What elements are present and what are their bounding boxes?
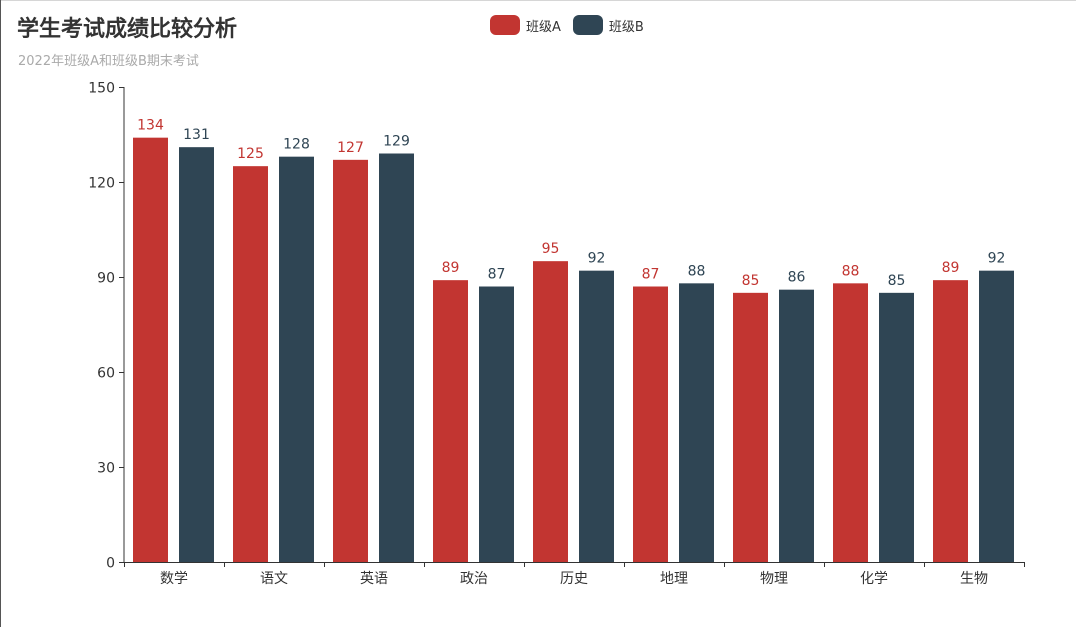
frame-left-border	[0, 0, 1, 627]
bar-class-b	[479, 286, 514, 562]
x-tick-label: 数学	[160, 571, 188, 587]
data-label: 127	[337, 140, 364, 156]
bar-class-b	[879, 292, 914, 562]
bar-class-a	[833, 283, 868, 562]
legend-item-class-b[interactable]: 班级B	[572, 15, 644, 35]
x-tick-label: 生物	[960, 571, 988, 587]
data-label: 134	[137, 118, 164, 134]
data-label: 86	[788, 270, 806, 286]
data-label: 87	[488, 267, 506, 283]
bar-class-a	[233, 166, 268, 562]
bar-class-b	[379, 153, 414, 562]
y-tick-label: 60	[97, 366, 115, 382]
y-tick-label: 150	[88, 81, 115, 97]
frame-top-border	[0, 0, 1076, 1]
data-label: 87	[642, 267, 660, 283]
chart-subtitle: 2022年班级A和班级B期末考试	[18, 54, 199, 69]
y-tick-label: 120	[88, 176, 115, 192]
bar-class-a	[633, 286, 668, 562]
legend-swatch-class-a	[490, 15, 520, 35]
data-label: 88	[842, 263, 860, 279]
legend-label-class-a: 班级A	[526, 19, 561, 35]
data-label: 85	[888, 273, 906, 289]
chart-title: 学生考试成绩比较分析	[17, 17, 238, 42]
x-tick-label: 物理	[760, 571, 788, 587]
bar-class-a	[533, 261, 568, 562]
bar-class-a	[333, 159, 368, 563]
x-tick-label: 英语	[360, 570, 388, 587]
y-tick-label: 90	[97, 271, 115, 287]
y-tick-label: 0	[106, 556, 115, 572]
bar-class-b	[179, 147, 214, 562]
legend-label-class-b: 班级B	[608, 19, 644, 35]
data-label: 128	[283, 137, 310, 153]
bar-class-a	[133, 137, 168, 562]
x-tick-label: 地理	[660, 571, 688, 587]
legend-swatch-class-b	[572, 15, 603, 35]
data-label: 88	[688, 263, 706, 279]
bar-class-b	[779, 289, 814, 562]
bar-class-b	[679, 283, 714, 562]
bar-class-a	[433, 280, 468, 562]
bar-class-b	[979, 270, 1014, 562]
bar-class-a	[933, 280, 968, 562]
data-label: 89	[442, 260, 460, 276]
bar-class-b	[279, 156, 314, 562]
y-tick-label: 30	[97, 461, 115, 477]
data-label: 92	[988, 251, 1006, 267]
legend-item-class-a[interactable]: 班级A	[490, 15, 561, 35]
x-tick-label: 语文	[260, 571, 288, 587]
x-tick-label: 历史	[560, 571, 588, 587]
data-label: 89	[942, 260, 960, 276]
data-label: 131	[183, 127, 210, 143]
bar-class-a	[733, 292, 768, 562]
data-label: 129	[383, 134, 410, 150]
x-tick-label: 政治	[460, 571, 488, 587]
data-label: 85	[742, 273, 760, 289]
chart-legend: 班级A 班级B	[490, 15, 656, 35]
bar-class-b	[579, 270, 614, 562]
data-label: 125	[237, 146, 264, 162]
x-tick-label: 化学	[860, 571, 888, 587]
data-label: 92	[588, 251, 606, 267]
data-label: 95	[542, 241, 560, 257]
